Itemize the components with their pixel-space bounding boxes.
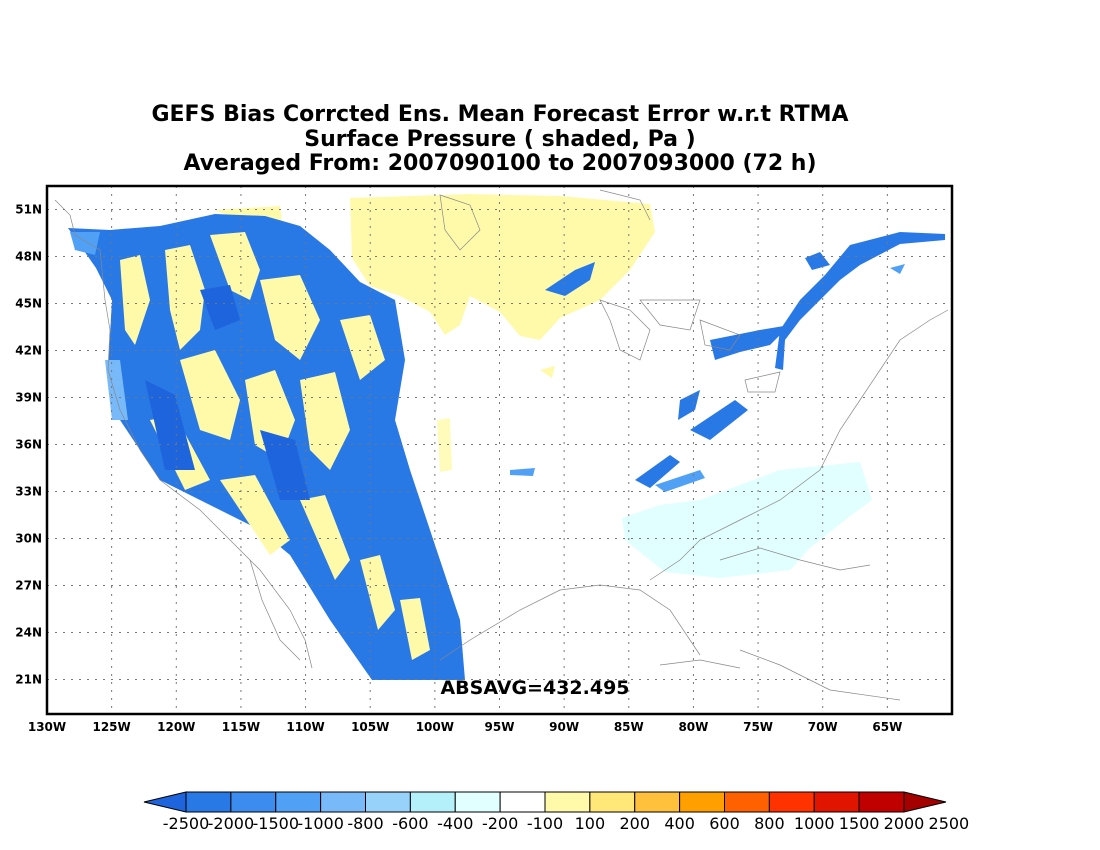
absavg-annotation: ABSAVG=432.495	[440, 677, 629, 699]
colorbar-swatch	[858, 791, 905, 813]
colorbar-swatch	[589, 791, 636, 813]
colorbar-swatch	[768, 791, 815, 813]
lat-tick-label: 39N	[15, 391, 42, 405]
colorbar-swatch	[320, 791, 366, 813]
lat-tick-label: 30N	[15, 532, 42, 546]
colorbar-swatch	[230, 791, 277, 813]
lat-tick-label: 48N	[15, 250, 42, 264]
colorbar-label: 2500	[929, 814, 970, 833]
graticule	[47, 186, 952, 714]
colorbar-swatch	[813, 791, 860, 813]
colorbar-swatch	[275, 791, 322, 813]
lon-tick-label: 70W	[808, 720, 838, 734]
colorbar-swatch	[365, 791, 411, 813]
colorbar-label: 600	[709, 814, 740, 833]
lon-tick-label: 130W	[28, 720, 66, 734]
lon-tick-label: 75W	[743, 720, 773, 734]
lat-tick-label: 51N	[15, 203, 42, 217]
lat-tick-label: 21N	[15, 673, 42, 687]
lon-tick-label: 110W	[286, 720, 324, 734]
colorbar-label: -100	[527, 814, 563, 833]
lon-tick-label: 90W	[549, 720, 579, 734]
axis-labels: 130W 125W 120W 115W 110W 105W 100W 95W 90W 85W 80W…	[15, 203, 902, 734]
lat-tick-label: 27N	[15, 579, 42, 593]
colorbar-swatch	[724, 791, 770, 813]
lon-tick-label: 115W	[222, 720, 260, 734]
colorbar-over-arrow	[903, 791, 947, 813]
colorbar-label: -2500	[163, 814, 210, 833]
chart-title: GEFS Bias Corrcted Ens. Mean Forecast Er…	[151, 102, 849, 127]
map-plot-area	[47, 186, 952, 714]
lon-tick-label: 85W	[614, 720, 644, 734]
colorbar-label: -1500	[253, 814, 300, 833]
lat-tick-label: 42N	[15, 344, 42, 358]
colorbar-label: -200	[482, 814, 518, 833]
eastern-negative-bias	[510, 232, 945, 492]
lon-tick-label: 125W	[92, 720, 130, 734]
colorbar-label: 1000	[794, 814, 835, 833]
colorbar-swatch	[454, 791, 501, 813]
chart-date-range: Averaged From: 2007090100 to 2007093000 …	[183, 151, 817, 176]
colorbar-label: -1000	[297, 814, 344, 833]
lat-tick-label: 24N	[15, 626, 42, 640]
lat-tick-label: 45N	[15, 297, 42, 311]
colorbar: -2500-2000-1500-1000 -800 -600 -400 -200 -100…	[143, 791, 970, 833]
colorbar-under-arrow	[143, 791, 187, 813]
lon-tick-label: 95W	[485, 720, 515, 734]
colorbar-label: -600	[392, 814, 428, 833]
colorbar-swatch	[544, 791, 591, 813]
coastlines	[54, 189, 949, 701]
western-terrain-bias	[68, 214, 465, 680]
colorbar-swatch	[409, 791, 456, 813]
colorbar-label: 100	[575, 814, 606, 833]
colorbar-label: 800	[754, 814, 785, 833]
lon-tick-label: 65W	[872, 720, 902, 734]
lat-tick-label: 36N	[15, 438, 42, 452]
colorbar-label: -400	[437, 814, 473, 833]
lon-tick-label: 100W	[416, 720, 454, 734]
colorbar-label: 1500	[839, 814, 880, 833]
colorbar-swatch	[634, 791, 681, 813]
lon-tick-label: 120W	[157, 720, 195, 734]
lon-tick-label: 80W	[678, 720, 708, 734]
colorbar-label: -2000	[208, 814, 255, 833]
chart-subtitle: Surface Pressure ( shaded, Pa )	[304, 127, 696, 152]
plot-frame	[45, 184, 954, 716]
colorbar-swatch	[185, 791, 232, 813]
lon-tick-label: 105W	[351, 720, 389, 734]
lat-tick-label: 33N	[15, 485, 42, 499]
colorbar-swatch	[679, 791, 725, 813]
colorbar-label: 400	[664, 814, 695, 833]
colorbar-label: 200	[619, 814, 650, 833]
colorbar-label: -800	[347, 814, 383, 833]
southeast-weak-negative	[622, 462, 872, 578]
colorbar-label: 2000	[884, 814, 925, 833]
colorbar-swatch	[499, 791, 546, 813]
